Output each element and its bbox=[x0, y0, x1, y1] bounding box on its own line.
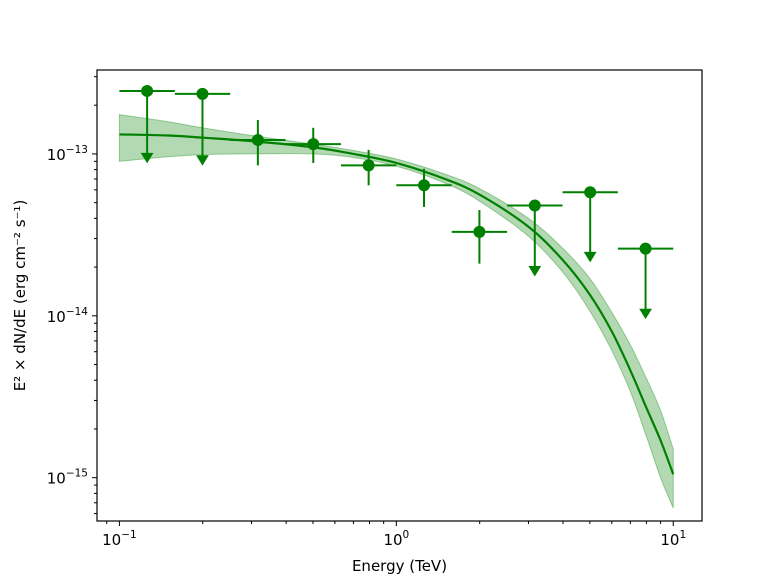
flux-point bbox=[340, 149, 397, 186]
flux-marker bbox=[362, 159, 375, 172]
flux-marker bbox=[251, 133, 264, 146]
flux-point bbox=[396, 168, 452, 208]
flux-point bbox=[285, 127, 341, 163]
x-tick-label: 100 bbox=[383, 529, 409, 549]
flux-marker bbox=[418, 179, 431, 192]
flux-marker bbox=[584, 186, 597, 199]
flux-point bbox=[230, 120, 286, 166]
flux-marker bbox=[196, 87, 209, 100]
upper-limit-arrow bbox=[196, 155, 209, 166]
flux-marker bbox=[473, 225, 486, 238]
uncertainty-band-layer bbox=[118, 114, 674, 509]
flux-point bbox=[507, 199, 563, 277]
flux-marker bbox=[639, 242, 652, 255]
x-ticks: 10−1 100 101 bbox=[102, 521, 686, 549]
flux-point bbox=[174, 87, 231, 166]
x-axis-label: Energy (TeV) bbox=[352, 557, 447, 575]
x-tick-label: 10−1 bbox=[102, 529, 137, 549]
upper-limit-arrow bbox=[639, 308, 652, 320]
flux-point bbox=[119, 84, 175, 164]
axes-frame bbox=[96, 69, 703, 522]
flux-points-layer bbox=[119, 84, 674, 320]
y-tick-label: 10−15 bbox=[47, 468, 88, 488]
flux-point bbox=[451, 210, 508, 264]
flux-point bbox=[617, 242, 674, 320]
y-tick-label: 10−14 bbox=[47, 306, 89, 326]
y-axis-label: E² × dN/dE (erg cm⁻² s⁻¹) bbox=[11, 200, 29, 392]
upper-limit-arrow bbox=[583, 251, 597, 263]
x-tick-label: 101 bbox=[660, 529, 686, 549]
flux-marker bbox=[307, 138, 320, 151]
y-tick-label: 10−13 bbox=[47, 144, 88, 164]
flux-marker bbox=[528, 199, 541, 212]
y-ticks: 10−15 10−14 10−13 bbox=[47, 76, 97, 515]
flux-point bbox=[562, 186, 618, 263]
upper-limit-arrow bbox=[528, 265, 542, 277]
flux-marker bbox=[141, 84, 154, 97]
upper-limit-arrow bbox=[140, 152, 154, 164]
uncertainty-band bbox=[118, 114, 674, 509]
